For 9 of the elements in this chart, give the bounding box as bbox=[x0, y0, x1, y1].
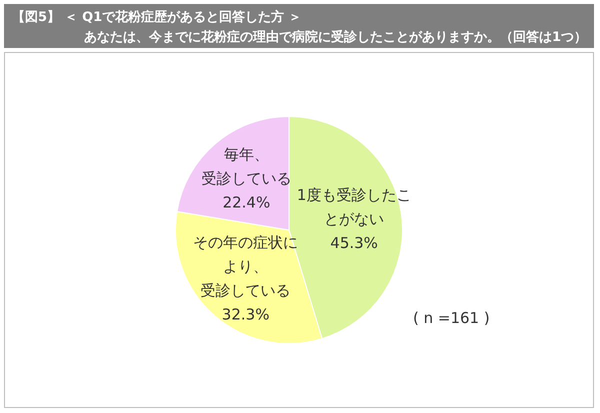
chart-subtitle: あなたは、今までに花粉症の理由で病院に受診したことがありますか。（回答は1つ） bbox=[84, 28, 588, 46]
text: ( n =161 ) bbox=[413, 309, 490, 327]
slice-label: 1度も受診したことがない bbox=[296, 186, 412, 228]
data-label: 22.4% bbox=[222, 194, 270, 212]
slice-label: その年の症状により、受診している bbox=[193, 233, 298, 300]
slice-label: 毎年、受診している bbox=[201, 146, 292, 188]
data-label: 32.3% bbox=[222, 305, 270, 324]
chart-title: 【図5】 ＜ Q1で花粉症歴があると回答した方 ＞ bbox=[12, 8, 302, 26]
data-label: 45.3% bbox=[330, 234, 378, 252]
